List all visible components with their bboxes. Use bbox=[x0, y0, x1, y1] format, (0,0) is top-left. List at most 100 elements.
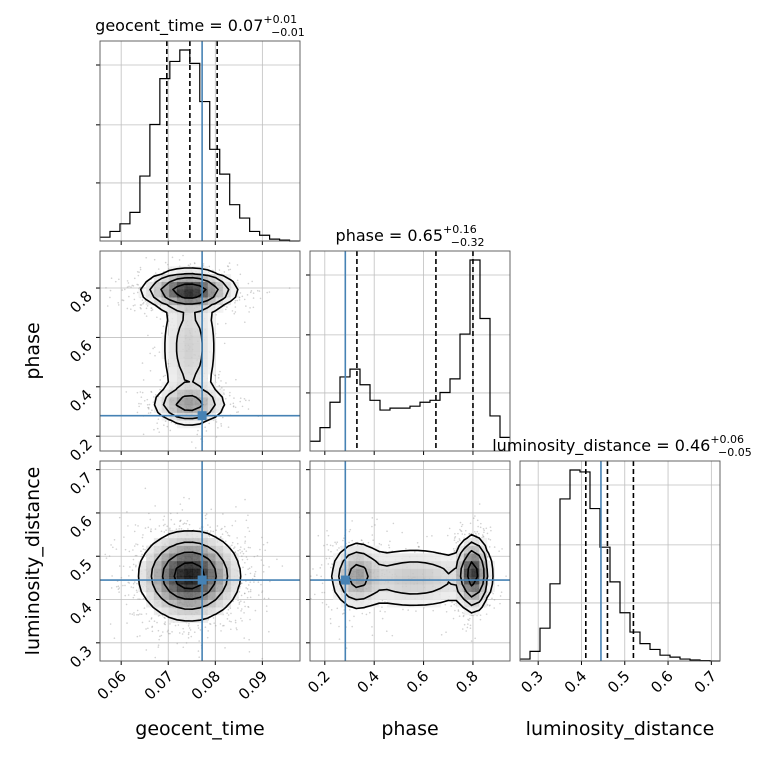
density-cell bbox=[161, 591, 170, 600]
scatter-point bbox=[415, 610, 417, 612]
density-cell bbox=[207, 343, 216, 352]
density-cell bbox=[356, 553, 365, 562]
density-cell bbox=[146, 561, 155, 569]
scatter-point bbox=[150, 528, 152, 530]
scatter-point bbox=[231, 541, 234, 544]
scatter-point bbox=[170, 421, 173, 424]
density-cell bbox=[207, 568, 216, 577]
scatter-point bbox=[237, 599, 239, 602]
scatter-point bbox=[243, 637, 246, 639]
density-cell bbox=[207, 335, 216, 344]
density-cell bbox=[169, 389, 178, 398]
density-cell bbox=[176, 358, 185, 367]
density-cell bbox=[223, 561, 232, 569]
scatter-point bbox=[265, 605, 268, 607]
scatter-point bbox=[249, 581, 252, 583]
scatter-point bbox=[193, 631, 196, 634]
scatter-point bbox=[239, 546, 242, 548]
scatter-point bbox=[498, 550, 500, 552]
scatter-point bbox=[202, 263, 205, 265]
scatter-point bbox=[221, 387, 223, 389]
scatter-point bbox=[446, 534, 449, 537]
density-cell bbox=[215, 281, 224, 290]
histogram-step bbox=[100, 49, 300, 242]
scatter-point bbox=[182, 646, 185, 649]
density-cell bbox=[169, 397, 178, 406]
scatter-point bbox=[266, 541, 269, 544]
density-cell bbox=[169, 366, 178, 375]
scatter-point bbox=[157, 418, 160, 420]
scatter-point bbox=[158, 638, 160, 641]
density-cell bbox=[215, 274, 224, 283]
scatter-point bbox=[227, 269, 230, 271]
scatter-point bbox=[129, 613, 131, 615]
density-cell bbox=[215, 404, 224, 413]
density-cell bbox=[402, 584, 411, 593]
scatter-point bbox=[110, 544, 112, 546]
scatter-point bbox=[220, 536, 222, 538]
density-cell bbox=[161, 568, 170, 577]
scatter-point bbox=[231, 310, 234, 312]
scatter-point bbox=[161, 332, 163, 334]
scatter-point bbox=[268, 291, 271, 293]
scatter-point bbox=[327, 534, 330, 537]
scatter-point bbox=[477, 532, 480, 535]
scatter-point bbox=[132, 596, 135, 599]
scatter-point bbox=[193, 262, 196, 264]
density-cell bbox=[169, 584, 178, 593]
scatter-point bbox=[233, 546, 236, 548]
scatter-point bbox=[130, 308, 132, 310]
density-cell bbox=[176, 297, 185, 306]
scatter-point bbox=[381, 617, 384, 620]
scatter-point bbox=[216, 525, 219, 527]
density-cell bbox=[207, 381, 216, 390]
density-cell bbox=[169, 289, 178, 298]
scatter-point bbox=[144, 548, 146, 551]
y-tick-label: 0.6 bbox=[66, 337, 96, 367]
density-cell bbox=[333, 561, 342, 569]
scatter-point bbox=[241, 405, 244, 408]
x-tick-label: 0.06 bbox=[94, 667, 130, 703]
scatter-point bbox=[141, 621, 144, 624]
scatter-point bbox=[164, 420, 167, 422]
scatter-point bbox=[254, 609, 257, 612]
scatter-point bbox=[479, 618, 482, 621]
scatter-point bbox=[128, 550, 131, 553]
scatter-point bbox=[154, 656, 157, 659]
panel-phase-vs-luminosity-distance: 0.2 0.4 0.6 0.8 bbox=[304, 460, 513, 697]
density-cell bbox=[184, 389, 193, 398]
scatter-point bbox=[139, 598, 141, 600]
scatter-point bbox=[199, 527, 201, 530]
scatter-point bbox=[136, 411, 139, 414]
density-cell bbox=[207, 274, 216, 283]
density-cell bbox=[402, 553, 411, 562]
scatter-point bbox=[204, 514, 207, 517]
scatter-point bbox=[232, 405, 235, 407]
scatter-point bbox=[147, 526, 150, 529]
density-cell bbox=[176, 530, 185, 539]
scatter-point bbox=[511, 585, 513, 587]
density-cell bbox=[207, 281, 216, 290]
contour-line bbox=[161, 551, 217, 600]
scatter-point bbox=[477, 525, 479, 528]
density-cell bbox=[356, 568, 365, 577]
density-cell bbox=[176, 568, 185, 577]
density-cell bbox=[200, 327, 208, 336]
scatter-point bbox=[136, 283, 138, 286]
scatter-point bbox=[231, 544, 233, 547]
scatter-point bbox=[246, 596, 249, 599]
scatter-point bbox=[122, 565, 125, 568]
scatter-point bbox=[242, 552, 245, 555]
scatter-point bbox=[361, 539, 363, 542]
scatter-point bbox=[257, 594, 260, 596]
scatter-point bbox=[244, 605, 246, 608]
scatter-point bbox=[325, 557, 328, 560]
scatter-point bbox=[239, 400, 241, 403]
scatter-point bbox=[126, 286, 129, 288]
scatter-point bbox=[217, 377, 220, 379]
contour-line bbox=[149, 272, 230, 420]
density-cell bbox=[386, 553, 395, 562]
scatter-point bbox=[167, 320, 170, 323]
scatter-point bbox=[133, 530, 136, 533]
scatter-point bbox=[106, 305, 109, 307]
